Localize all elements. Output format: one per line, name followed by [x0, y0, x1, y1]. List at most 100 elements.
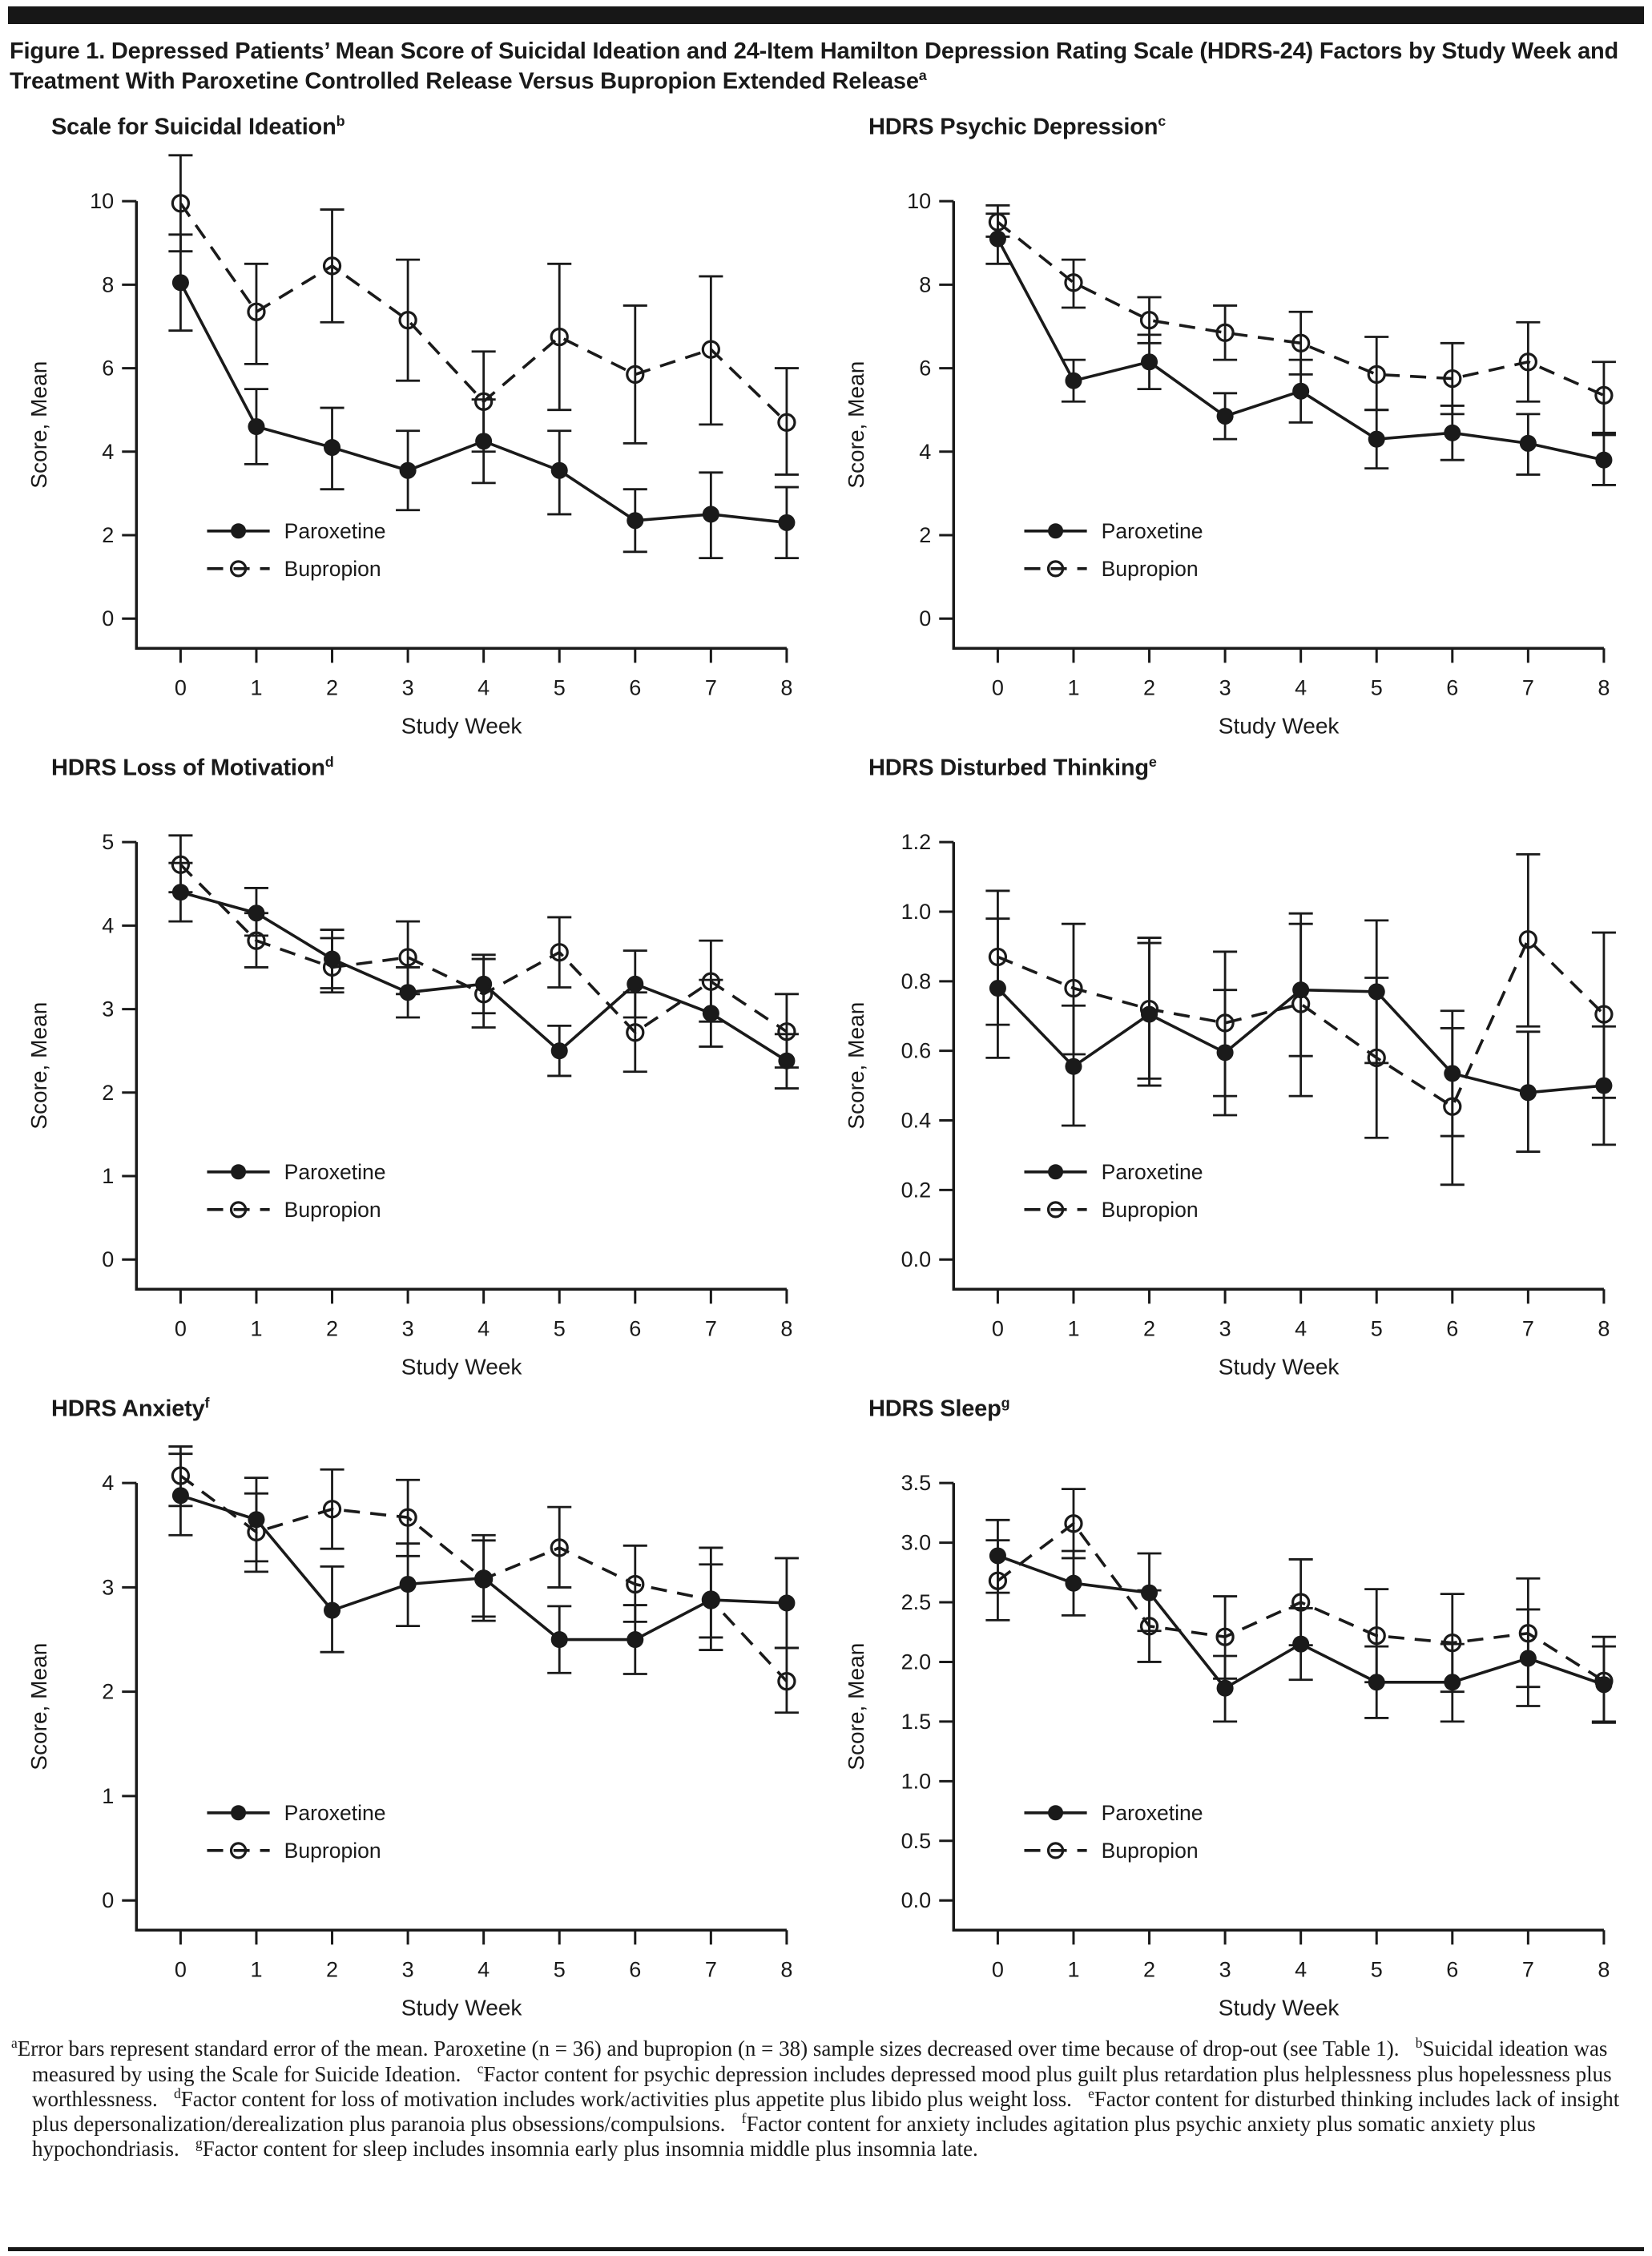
- x-axis-label: Study Week: [1219, 1354, 1340, 1379]
- legend-paroxetine-marker: [1048, 522, 1064, 538]
- legend-label: Bupropion: [284, 556, 381, 580]
- paroxetine-marker: [171, 273, 189, 291]
- bupropion-marker: [550, 942, 569, 962]
- chart-title-text: HDRS Sleep: [868, 1396, 1001, 1422]
- x-tick-label: 2: [326, 675, 338, 699]
- bupropion-marker: [1367, 1626, 1386, 1646]
- axes: [135, 200, 787, 650]
- footnote-superscript: f: [741, 2110, 747, 2127]
- x-tick-label: 3: [1219, 675, 1231, 699]
- bupropion-marker: [247, 302, 266, 321]
- y-tick-label: 4: [102, 439, 114, 463]
- x-tick-label: 4: [1295, 1316, 1307, 1340]
- paroxetine-marker: [1519, 1650, 1537, 1667]
- legend-bupropion-marker: [229, 1200, 248, 1219]
- paroxetine-marker: [1216, 407, 1234, 425]
- chart-title-superscript: g: [1001, 1395, 1010, 1412]
- legend-bupropion-marker: [1046, 1200, 1065, 1219]
- y-axis-label: Score, Mean: [844, 361, 868, 488]
- axes: [135, 841, 787, 1291]
- axes: [952, 1482, 1604, 1932]
- footnote-superscript: b: [1415, 2035, 1423, 2052]
- bupropion-marker: [1518, 1623, 1537, 1643]
- paroxetine-marker: [1519, 434, 1537, 452]
- paroxetine-marker: [171, 883, 189, 900]
- x-tick-label: 6: [629, 675, 641, 699]
- paroxetine-marker: [1519, 1083, 1537, 1101]
- y-tick-label: 6: [919, 356, 931, 380]
- footnote-superscript: a: [11, 2035, 18, 2052]
- x-tick-label: 1: [250, 1316, 262, 1340]
- x-tick-label: 5: [1371, 1957, 1383, 1981]
- x-tick-label: 4: [477, 1957, 490, 1981]
- legend-label: Bupropion: [284, 1198, 381, 1222]
- bupropion-marker: [474, 1569, 494, 1589]
- chart-title-text: HDRS Loss of Motivation: [51, 755, 325, 781]
- legend-bupropion-marker: [1046, 1842, 1065, 1859]
- bupropion-marker: [1139, 1617, 1159, 1636]
- bupropion-marker: [626, 1022, 645, 1042]
- paroxetine-marker: [989, 230, 1006, 248]
- bupropion-marker: [398, 1508, 417, 1527]
- x-axis-label: Study Week: [401, 1354, 523, 1379]
- x-tick-label: 7: [1522, 1316, 1534, 1340]
- y-tick-label: 0: [102, 606, 114, 630]
- bupropion-line: [179, 863, 788, 1034]
- legend-label: Bupropion: [284, 1839, 381, 1863]
- paroxetine-marker: [778, 1594, 796, 1612]
- bupropion-marker: [171, 193, 191, 212]
- paroxetine-marker: [248, 904, 265, 921]
- paroxetine-marker: [627, 511, 644, 529]
- bupropion-marker: [1443, 369, 1462, 388]
- chart-title-text: HDRS Disturbed Thinking: [868, 755, 1149, 781]
- paroxetine-marker: [702, 1004, 719, 1021]
- x-tick-label: 2: [326, 1957, 338, 1981]
- bupropion-marker: [777, 1671, 796, 1691]
- x-tick-label: 6: [1446, 1316, 1458, 1340]
- y-tick-label: 3.0: [901, 1530, 932, 1554]
- paroxetine-marker: [1444, 1065, 1461, 1082]
- paroxetine-marker: [1292, 981, 1310, 998]
- bupropion-marker: [1367, 365, 1386, 384]
- chart-svg-suicidal-ideation: 0 2 4 6 8 10 0 1 2 3 4 5 6 7 8 Study Week Score, Mean Par…: [26, 153, 799, 738]
- chart-title-anxiety: HDRS Anxietyf: [51, 1395, 819, 1423]
- chart-title-superscript: e: [1148, 754, 1157, 771]
- bupropion-marker: [1443, 1633, 1462, 1653]
- bupropion-marker: [1215, 323, 1235, 342]
- x-axis-label: Study Week: [1219, 1995, 1340, 2020]
- y-tick-label: 3: [102, 997, 114, 1021]
- bupropion-marker: [988, 1571, 1008, 1590]
- paroxetine-marker: [1444, 424, 1461, 441]
- paroxetine-marker: [702, 505, 719, 522]
- y-tick-label: 0.5: [901, 1829, 932, 1853]
- bupropion-marker: [1291, 1593, 1311, 1612]
- bupropion-marker: [988, 947, 1008, 966]
- x-tick-label: 2: [326, 1316, 338, 1340]
- chart-svg-loss-of-motivation: 0 1 2 3 4 5 0 1 2 3 4 5 6 7 8 Study Week Score, Mean Paro…: [26, 830, 799, 1379]
- chart-title-psychic-depression: HDRS Psychic Depressionc: [868, 113, 1636, 141]
- bottom-rule: [8, 2247, 1644, 2251]
- x-tick-label: 5: [554, 1316, 566, 1340]
- legend-label: Paroxetine: [1102, 1159, 1203, 1183]
- y-tick-label: 2: [102, 1080, 114, 1104]
- y-tick-label: 0.2: [901, 1178, 932, 1202]
- bupropion-marker: [988, 212, 1008, 232]
- paroxetine-marker: [550, 461, 568, 479]
- paroxetine-marker: [1595, 1077, 1613, 1094]
- y-tick-label: 1: [102, 1164, 114, 1188]
- y-tick-label: 8: [102, 272, 114, 296]
- paroxetine-marker: [778, 1052, 796, 1070]
- paroxetine-marker: [1216, 1044, 1234, 1062]
- bupropion-marker: [1215, 1013, 1235, 1033]
- bupropion-marker: [1064, 1513, 1083, 1533]
- bupropion-marker: [1291, 333, 1311, 352]
- x-tick-label: 3: [1219, 1957, 1231, 1981]
- chart-title-disturbed-thinking: HDRS Disturbed Thinkinge: [868, 754, 1636, 782]
- figure-title-superscript: a: [918, 67, 927, 84]
- x-tick-label: 0: [175, 675, 187, 699]
- bupropion-marker: [398, 948, 417, 967]
- subplot-anxiety: HDRS Anxietyf 0 1 2 3 4 0 1 2 3 4 5 6 7 8 Study Week Sc…: [16, 1384, 819, 2024]
- y-tick-label: 4: [102, 913, 114, 937]
- y-tick-label: 8: [919, 272, 931, 296]
